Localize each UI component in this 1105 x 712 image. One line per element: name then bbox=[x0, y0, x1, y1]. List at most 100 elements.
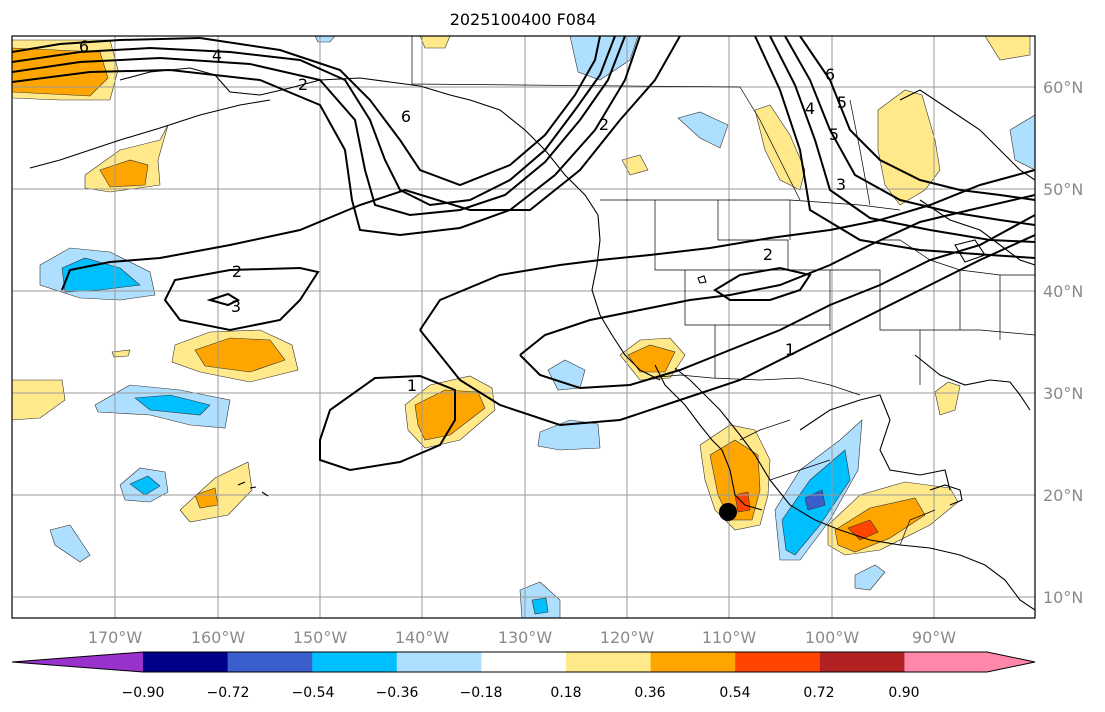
shade-cyan-west bbox=[61, 257, 141, 293]
storm-position-dot bbox=[719, 503, 737, 521]
contour-label-3-west: 3 bbox=[231, 297, 241, 316]
colorbar-segment-2 bbox=[227, 652, 313, 672]
border-mexico-states bbox=[739, 419, 936, 546]
shade-blue-small bbox=[547, 359, 586, 391]
contour-6-ne bbox=[799, 36, 1035, 201]
shade-cyan-170w bbox=[129, 475, 161, 496]
shade-yellow-gulf2 bbox=[934, 381, 961, 416]
contour-label-3-ne: 3 bbox=[836, 175, 846, 194]
contour-label-2-east: 2 bbox=[763, 245, 773, 264]
shade-cyan-belt bbox=[134, 394, 211, 416]
contour-2-south bbox=[519, 214, 1035, 390]
lon-tick-170w: 170°W bbox=[88, 628, 143, 647]
colorbar-segment-9 bbox=[819, 652, 905, 672]
lat-tick-40n: 40°N bbox=[1043, 282, 1083, 301]
shade-orange-140w bbox=[414, 389, 486, 441]
contour-2-west bbox=[61, 36, 681, 291]
cb-tick-7: 0.36 bbox=[634, 685, 665, 701]
contour-label-1-loop: 1 bbox=[407, 376, 417, 395]
border-us-mexico bbox=[649, 374, 861, 396]
contour-2-loop bbox=[163, 266, 320, 332]
map-content: 6 4 2 6 2 5 6 5 4 3 2 3 2 1 1 bbox=[12, 36, 1035, 618]
shade-yellow-hudson bbox=[877, 89, 941, 206]
contour-4-ne bbox=[769, 36, 1035, 243]
contour-3-nw bbox=[12, 36, 641, 237]
shade-cyan-south bbox=[531, 597, 549, 615]
contour-label-2-mid: 2 bbox=[298, 75, 308, 94]
coast-yucatan bbox=[929, 484, 963, 506]
shade-yellow-tiny bbox=[111, 349, 131, 358]
contour-3-east bbox=[713, 266, 812, 301]
colorbar-outline bbox=[11, 651, 1036, 673]
border-state-6 bbox=[920, 270, 1035, 340]
lon-tick-120w: 120°W bbox=[600, 628, 655, 647]
cb-tick-3: −0.54 bbox=[292, 685, 335, 701]
contour-label-4-ne: 4 bbox=[805, 99, 815, 118]
border-state-1 bbox=[654, 200, 716, 378]
contour-label-5-ne: 5 bbox=[837, 93, 847, 112]
contour-label-6-ne: 6 bbox=[825, 65, 835, 84]
shade-blue-gulf-ak bbox=[677, 111, 729, 149]
cb-tick-10: 0.90 bbox=[888, 685, 919, 701]
contour-1-south bbox=[419, 234, 1035, 427]
contour-lines bbox=[12, 36, 1035, 472]
coast-aleutian bbox=[29, 99, 271, 169]
contour-label-6-nw: 6 bbox=[79, 37, 89, 56]
contour-4-north bbox=[199, 36, 601, 187]
shade-yellow-far-west bbox=[12, 379, 66, 421]
lon-tick-110w: 110°W bbox=[702, 628, 757, 647]
border-canada-provinces bbox=[739, 86, 871, 206]
lon-tick-150w: 150°W bbox=[293, 628, 348, 647]
lon-tick-140w: 140°W bbox=[395, 628, 450, 647]
contour-label-2-north: 2 bbox=[599, 115, 609, 134]
shade-blue-130w bbox=[537, 419, 601, 451]
colorbar-segment-4 bbox=[396, 652, 482, 672]
contour-6-nw bbox=[12, 37, 201, 53]
cb-tick-4: −0.36 bbox=[376, 685, 419, 701]
shade-orange-aleutian bbox=[99, 159, 149, 188]
colorbar-segment-3 bbox=[312, 652, 398, 672]
latitude-ticks: 60°N 50°N 40°N 30°N 20°N 10°N bbox=[1043, 78, 1083, 607]
political-borders bbox=[411, 36, 1035, 546]
cb-tick-1: −0.90 bbox=[122, 685, 165, 701]
map-title: 2025100400 F084 bbox=[450, 10, 597, 29]
cb-tick-8: 0.54 bbox=[719, 685, 750, 701]
colorbar-segment-8 bbox=[735, 652, 821, 672]
cb-tick-5: −0.18 bbox=[460, 685, 503, 701]
lat-tick-50n: 50°N bbox=[1043, 180, 1083, 199]
coast-gulf bbox=[914, 354, 1031, 411]
lon-tick-130w: 130°W bbox=[498, 628, 553, 647]
longitude-ticks: 170°W 160°W 150°W 140°W 130°W 120°W 110°… bbox=[88, 628, 956, 647]
lon-tick-100w: 100°W bbox=[805, 628, 860, 647]
contour-label-5b-ne: 5 bbox=[829, 125, 839, 144]
colorbar-segment-5 bbox=[481, 652, 567, 672]
lat-tick-60n: 60°N bbox=[1043, 78, 1083, 97]
colorbar-segment-6 bbox=[566, 652, 652, 672]
border-state-4 bbox=[830, 269, 921, 385]
coast-alaska-gulf bbox=[419, 85, 599, 216]
lon-tick-90w: 90°W bbox=[912, 628, 956, 647]
contour-2-east bbox=[519, 194, 1035, 356]
shade-yellow-ne bbox=[984, 36, 1031, 61]
colorbar-segment-min bbox=[12, 652, 143, 672]
cb-tick-6: 0.18 bbox=[550, 685, 581, 701]
contour-1-loop bbox=[319, 374, 456, 472]
lat-tick-30n: 30°N bbox=[1043, 384, 1083, 403]
colorbar-segment-max bbox=[904, 652, 1035, 672]
cb-tick-2: −0.72 bbox=[207, 685, 250, 701]
colorbar-segment-1 bbox=[143, 652, 229, 672]
map-frame bbox=[11, 35, 1036, 619]
coast-gulf-mexico bbox=[799, 394, 951, 491]
colorbar-segment-7 bbox=[650, 652, 736, 672]
contour-3-loop bbox=[206, 292, 241, 307]
colorbar bbox=[11, 651, 1036, 673]
contour-label-2-west: 2 bbox=[232, 262, 242, 281]
lon-tick-160w: 160°W bbox=[191, 628, 246, 647]
shade-yellow-canada bbox=[754, 104, 806, 191]
shade-orange-baja bbox=[627, 344, 676, 373]
coast-central-america bbox=[929, 547, 1035, 611]
coast-us-west bbox=[591, 214, 661, 381]
contour-3-ne bbox=[754, 36, 1035, 259]
